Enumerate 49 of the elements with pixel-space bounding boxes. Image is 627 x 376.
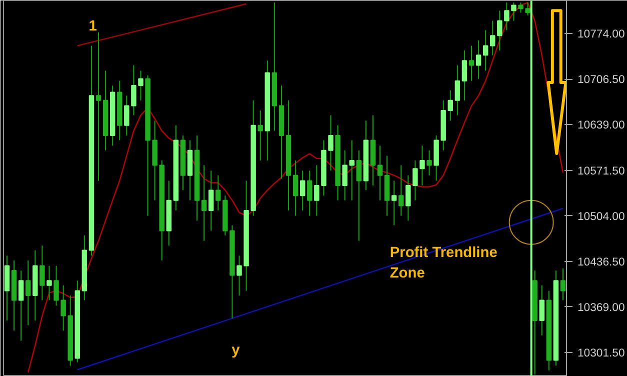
line-series [28, 2, 564, 374]
candlestick [349, 140, 354, 201]
annotation: y [232, 342, 241, 359]
candlestick [131, 64, 136, 116]
candlestick [18, 270, 24, 342]
candlestick [406, 174, 411, 222]
candlestick [420, 145, 425, 186]
candlestick [40, 245, 45, 301]
candlestick [208, 170, 214, 232]
candlestick [377, 145, 383, 201]
candlestick [448, 90, 453, 122]
candlestick [525, 2, 530, 16]
y-tick-label: 10774.00 [578, 28, 625, 41]
candlestick [412, 160, 418, 201]
candlestick [26, 260, 31, 326]
candlestick [46, 265, 52, 301]
y-tick-label: 10301.50 [578, 348, 625, 360]
candlestick [96, 32, 102, 182]
y-tick-label: 10504.00 [578, 210, 625, 223]
candlestick [560, 268, 566, 301]
candlestick [201, 164, 207, 242]
y-tick-label: 10706.50 [578, 74, 625, 86]
candlestick [468, 45, 474, 82]
candlestick [518, 2, 524, 14]
candlestick [454, 64, 460, 116]
candlestick [426, 150, 432, 176]
candlestick [292, 160, 298, 216]
annotation: 1 [88, 18, 97, 34]
candlestick [391, 180, 397, 226]
annotation: Profit Trendline Zone [390, 244, 498, 282]
candlestick [138, 70, 144, 101]
candlestick [300, 170, 306, 211]
y-tick-label: 10436.50 [578, 256, 625, 268]
y-tick-label: 10571.50 [578, 165, 625, 178]
candlestick [462, 50, 468, 101]
y-tick-label: 10639.00 [578, 120, 625, 132]
candlestick [314, 164, 320, 216]
candlestick [398, 164, 404, 216]
candlestick [328, 114, 334, 172]
candlestick [258, 110, 263, 161]
candlestick [342, 150, 348, 201]
candlestick [490, 20, 496, 56]
candlestick [476, 40, 482, 80]
candlestick [482, 30, 488, 72]
candlestick [307, 170, 312, 216]
candlestick [124, 95, 130, 136]
candlestick [539, 284, 544, 336]
y-tick-label: 10369.00 [578, 302, 625, 314]
candlestick [356, 150, 362, 242]
